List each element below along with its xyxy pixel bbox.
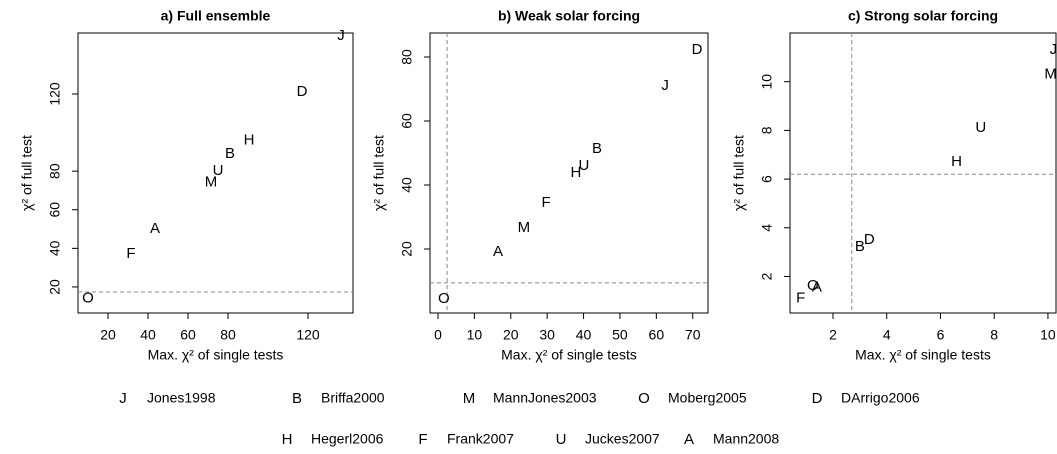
point-letter: H (570, 164, 581, 181)
legend-label: Juckes2007 (585, 431, 660, 447)
point-letter: U (578, 157, 589, 174)
y-tick-label: 80 (399, 49, 415, 65)
y-tick-label: 8 (759, 126, 775, 134)
point-letter: M (1044, 65, 1057, 82)
x-tick-label: 40 (140, 327, 156, 343)
plot-frame (77, 32, 354, 314)
x-axis-label: Max. χ² of single tests (855, 347, 991, 363)
panel-title: b) Weak solar forcing (498, 8, 640, 24)
point-letter: A (812, 278, 822, 295)
x-tick-label: 30 (539, 327, 555, 343)
point-letter: O (807, 277, 819, 294)
y-tick-label: 120 (47, 82, 63, 106)
legend-label: Frank2007 (447, 431, 514, 447)
x-tick-label: 0 (434, 327, 442, 343)
x-tick-label: 70 (685, 327, 701, 343)
y-tick-label: 80 (47, 163, 63, 179)
legend-marker: O (638, 390, 650, 407)
point-letter: U (213, 162, 224, 179)
point-letter: M (518, 219, 531, 236)
point-letter: O (438, 290, 450, 307)
x-tick-label: 2 (829, 327, 837, 343)
y-axis-label: χ² of full test (371, 135, 387, 211)
y-tick-label: 2 (759, 272, 775, 280)
point-letter: D (864, 231, 875, 248)
x-tick-label: 80 (220, 327, 236, 343)
point-letter: J (337, 27, 345, 44)
y-tick-label: 40 (399, 177, 415, 193)
point-letter: J (1050, 41, 1057, 58)
y-tick-label: 4 (759, 224, 775, 232)
point-letter: D (297, 83, 308, 100)
legend-label: Mann2008 (713, 431, 779, 447)
legend-label: MannJones2003 (493, 390, 597, 406)
x-axis-label: Max. χ² of single tests (501, 347, 637, 363)
y-tick-label: 10 (759, 74, 775, 90)
legend-label: DArrigo2006 (841, 390, 920, 406)
legend-marker: D (812, 390, 823, 407)
legend-marker: A (684, 431, 694, 448)
y-axis-label: χ² of full test (731, 135, 747, 211)
x-tick-label: 60 (649, 327, 665, 343)
point-letter: H (244, 131, 255, 148)
x-tick-label: 120 (296, 327, 320, 343)
legend-marker: F (418, 431, 427, 448)
panel-title: a) Full ensemble (161, 8, 271, 24)
x-tick-label: 4 (883, 327, 891, 343)
point-letter: H (951, 153, 962, 170)
y-tick-label: 60 (47, 202, 63, 218)
legend-label: Moberg2005 (668, 390, 747, 406)
point-letter: M (205, 174, 218, 191)
point-letter: F (796, 289, 805, 306)
plot-frame (789, 32, 1057, 314)
panel-title: c) Strong solar forcing (848, 8, 998, 24)
legend-label: Jones1998 (147, 390, 216, 406)
x-tick-label: 8 (990, 327, 998, 343)
x-tick-label: 20 (503, 327, 519, 343)
point-letter: B (592, 140, 602, 157)
point-letter: B (855, 238, 865, 255)
point-letter: B (225, 145, 235, 162)
x-tick-label: 20 (100, 327, 116, 343)
x-tick-label: 40 (576, 327, 592, 343)
y-axis-label: χ² of full test (19, 135, 35, 211)
legend-marker: J (119, 390, 127, 407)
point-letter: O (82, 289, 94, 306)
x-tick-label: 10 (1040, 327, 1056, 343)
x-tick-label: 10 (467, 327, 483, 343)
y-tick-label: 60 (399, 113, 415, 129)
plot-frame (429, 32, 709, 314)
x-tick-label: 50 (612, 327, 628, 343)
legend-marker: H (282, 431, 293, 448)
point-letter: U (975, 119, 986, 136)
y-tick-label: 20 (47, 279, 63, 295)
legend-marker: M (463, 390, 476, 407)
y-tick-label: 20 (399, 241, 415, 257)
legend-marker: U (556, 431, 567, 448)
legend-label: Hegerl2006 (311, 431, 384, 447)
point-letter: A (150, 220, 160, 237)
x-tick-label: 6 (937, 327, 945, 343)
point-letter: J (661, 77, 669, 94)
x-tick-label: 60 (180, 327, 196, 343)
point-letter: F (126, 245, 135, 262)
point-letter: F (541, 194, 550, 211)
legend-label: Briffa2000 (321, 390, 385, 406)
point-letter: D (692, 41, 703, 58)
legend-marker: B (292, 390, 302, 407)
y-tick-label: 6 (759, 175, 775, 183)
x-axis-label: Max. χ² of single tests (148, 347, 284, 363)
y-tick-label: 40 (47, 240, 63, 256)
point-letter: A (493, 243, 503, 260)
